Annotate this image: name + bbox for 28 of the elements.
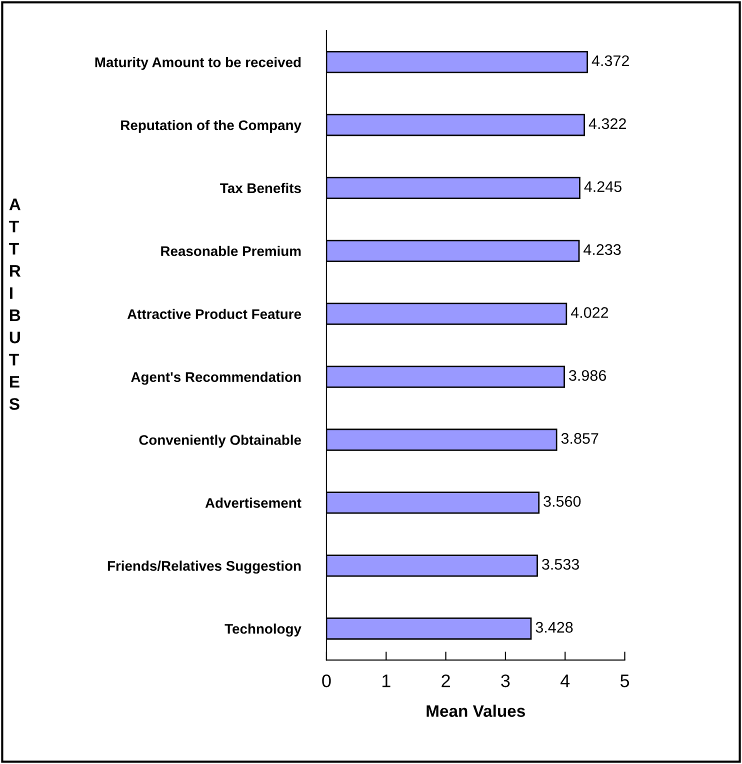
- data-label: 4.372: [592, 55, 629, 66]
- data-label: 4.245: [584, 181, 622, 192]
- x-tick-label: 2: [442, 674, 450, 688]
- x-axis-title: Mean Values: [426, 704, 525, 717]
- y-tick-label: Friends/Relatives Suggestion: [108, 560, 301, 574]
- x-tick-label: 0: [322, 674, 331, 688]
- data-label: 3.533: [542, 558, 579, 570]
- y-tick-label: Reasonable Premium: [161, 246, 301, 256]
- y-tick-label: Attractive Product Feature: [127, 308, 302, 320]
- y-tick-label: Tax Benefits: [220, 182, 301, 194]
- data-label: 4.322: [588, 118, 626, 130]
- y-tick-label: Technology: [224, 624, 302, 637]
- x-tick-label: 1: [382, 674, 390, 688]
- y-tick-label: Advertisement: [205, 498, 302, 508]
- y-tick-label: Conveniently Obtainable: [139, 434, 302, 448]
- data-label: 3.428: [536, 622, 573, 633]
- x-tick-label: 4: [560, 674, 570, 688]
- x-tick-label: 3: [501, 674, 510, 688]
- data-label: 4.233: [584, 244, 621, 255]
- data-label: 3.857: [561, 433, 598, 444]
- text: ATTRIBUTES: [9, 198, 21, 410]
- y-tick-label: Reputation of the Company: [121, 120, 302, 133]
- x-tick-label: 5: [620, 674, 630, 688]
- data-label: 4.022: [570, 307, 608, 318]
- data-label: 3.986: [569, 370, 606, 381]
- y-tick-label: Agent's Recommendation: [131, 372, 301, 385]
- data-label: 3.560: [544, 496, 581, 507]
- y-tick-label: Maturity Amount to be received: [95, 57, 301, 70]
